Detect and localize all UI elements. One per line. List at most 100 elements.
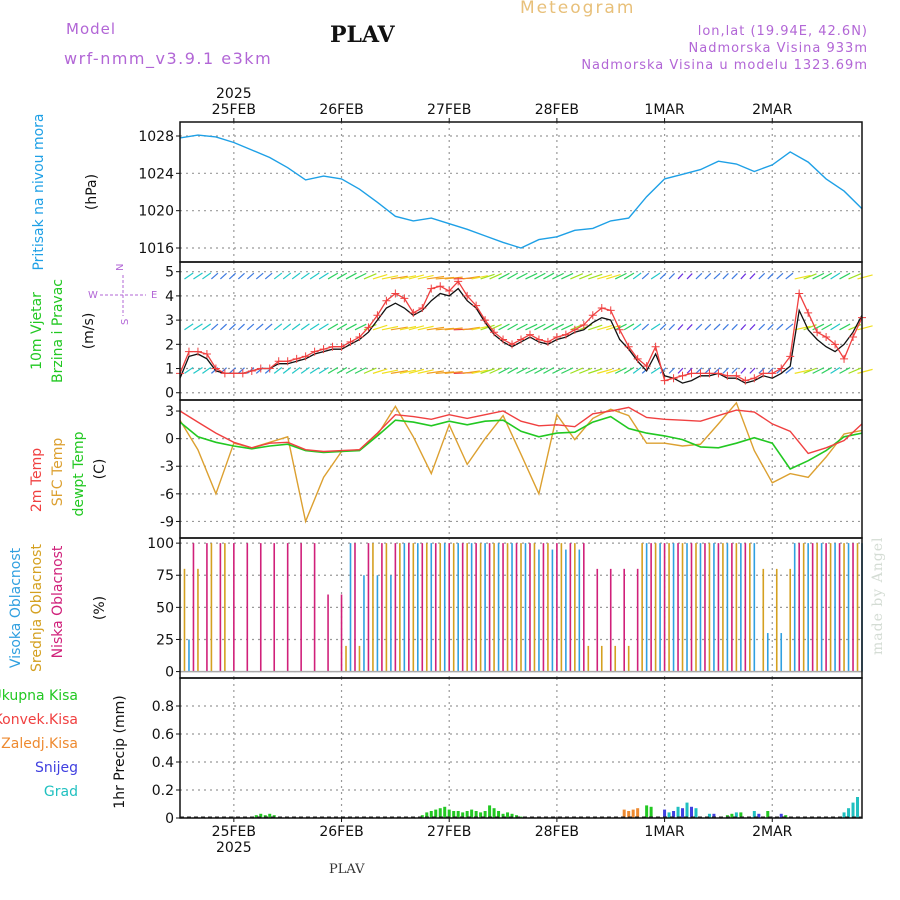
wind-arrow	[300, 366, 310, 374]
wind-arrow	[767, 323, 774, 331]
wind-arrow	[246, 272, 255, 280]
wind-arrow	[246, 323, 255, 331]
wind-arrow	[632, 366, 642, 374]
wind-arrow	[695, 272, 703, 280]
wind-arrow	[597, 274, 613, 280]
precip-unit-label: 1hr Precip (mm)	[112, 695, 128, 808]
y-tick-label: 0.2	[152, 783, 174, 799]
wind-arrow	[363, 273, 377, 280]
y-tick-label: 3	[165, 404, 174, 420]
precip-bar	[847, 808, 851, 818]
y-tick-label: -3	[160, 459, 174, 475]
wind-arrow	[525, 272, 538, 280]
wind-arrow	[471, 369, 488, 374]
wind-arrow	[677, 273, 684, 280]
wind-gust-marker	[570, 325, 579, 334]
wind-arrow	[525, 323, 538, 331]
precip-bar	[483, 811, 487, 818]
wind-arrow	[309, 323, 320, 331]
wind-arrow	[588, 273, 603, 280]
wind-arrow	[202, 323, 212, 331]
top-date-label: 2MAR	[752, 102, 793, 118]
precip-bar	[739, 812, 743, 818]
top-date-label: 1MAR	[644, 102, 685, 118]
wind-arrow	[444, 276, 463, 280]
wind-arrow	[552, 367, 564, 374]
pressure-axis-label: Pritisak na nivou mora	[31, 113, 47, 270]
y-tick-label: 75	[156, 568, 174, 584]
wind-gust-marker	[723, 371, 732, 380]
wind-arrow	[300, 323, 310, 331]
wind-arrow	[471, 275, 488, 280]
wind-gust-marker	[292, 354, 301, 363]
wind-arrow	[193, 272, 203, 280]
precip-bar	[649, 806, 653, 818]
precip-bar	[856, 797, 860, 818]
wind-arrow	[749, 367, 756, 374]
precip-bar	[707, 813, 711, 818]
precip-bar	[479, 812, 483, 818]
y-tick-label: 3	[165, 313, 174, 329]
wind-gust-marker	[427, 284, 436, 293]
bottom-date-label: 27FEB	[427, 824, 471, 840]
wind-arrow	[543, 323, 555, 331]
y-tick-label: 25	[156, 632, 174, 648]
wind-gust-marker	[274, 357, 283, 366]
precip-legend-item: Snijeg	[35, 760, 78, 776]
wind-gust-marker	[795, 289, 804, 298]
y-tick-label: 2	[165, 337, 174, 353]
y-tick-label: 4	[165, 289, 174, 305]
wind-arrow	[345, 323, 357, 331]
wind-arrow	[273, 323, 283, 331]
wind-arrow	[534, 323, 546, 331]
precip-bar	[752, 811, 756, 818]
wind-arrow	[668, 367, 676, 374]
precip-bar	[685, 802, 689, 818]
wind-arrow	[291, 323, 301, 331]
wind-gust-marker	[400, 294, 409, 303]
wind-arrow	[794, 369, 811, 374]
wind-arrow	[740, 273, 747, 280]
precip-bar	[268, 813, 272, 818]
wind-arrow	[606, 368, 621, 374]
wind-arrow	[336, 366, 348, 374]
wind-arrow	[507, 323, 518, 331]
wind-gust-marker	[804, 308, 813, 317]
wind-arrow	[534, 272, 546, 280]
precip-bar	[456, 811, 460, 818]
wind-arrow	[632, 272, 642, 280]
wind-arrow	[650, 323, 661, 331]
wind-arrow	[767, 367, 774, 374]
top-year-label: 2025	[216, 86, 252, 102]
precip-bar	[438, 808, 442, 818]
wind-gust-marker	[687, 369, 696, 378]
y-tick-label: 100	[147, 536, 174, 552]
wind-arrow	[273, 367, 283, 374]
wind-arrow	[354, 367, 367, 374]
wind-gust-marker	[624, 342, 633, 351]
wind-arrow	[857, 325, 873, 331]
wind-arrow	[695, 367, 703, 374]
y-tick-label: -9	[160, 514, 174, 530]
wind-arrow	[309, 366, 320, 374]
wind-arrow	[758, 367, 766, 374]
wind-gust-marker	[678, 371, 687, 380]
wind-arrow	[516, 323, 528, 331]
wind-arrow	[785, 272, 794, 280]
wind-arrow	[722, 367, 729, 374]
wind-arrow	[650, 366, 661, 374]
wind-arrow	[776, 272, 784, 280]
wind-arrow	[821, 367, 833, 374]
wind-arrow	[543, 367, 555, 374]
wind-arrow	[282, 323, 292, 331]
wind-gust-marker	[597, 304, 606, 312]
model-label: Model	[66, 20, 117, 38]
wind-unit-label: (m/s)	[81, 313, 97, 350]
wind-arrow	[372, 273, 388, 280]
top-date-label: 25FEB	[212, 102, 256, 118]
sfc-temp-line	[179, 401, 863, 524]
wind-gust-marker	[696, 369, 705, 378]
wind-arrow	[381, 275, 399, 280]
compass-s: S	[120, 319, 131, 325]
wind-arrow	[794, 325, 811, 331]
